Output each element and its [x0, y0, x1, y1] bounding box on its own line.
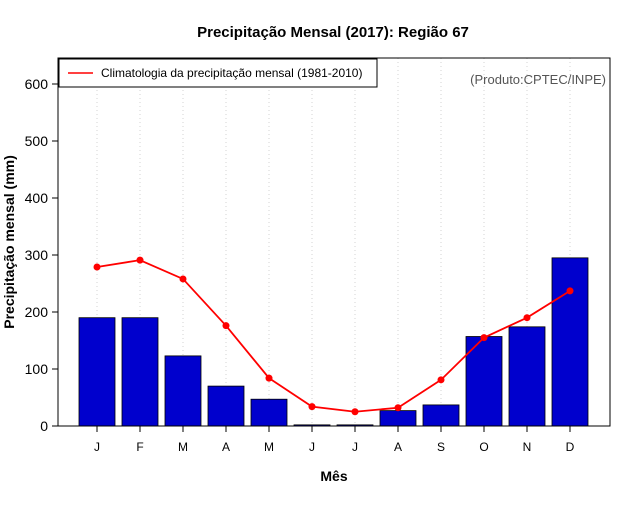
climatology-point-9	[480, 334, 488, 342]
y-tick-label: 400	[25, 190, 49, 206]
x-tick-label: A	[222, 440, 230, 454]
bar-10	[508, 326, 546, 427]
x-tick-label: J	[352, 440, 358, 454]
y-tick-label: 200	[25, 304, 49, 320]
x-tick-label: D	[566, 440, 575, 454]
climatology-line	[93, 256, 574, 416]
plot-frame	[57, 57, 611, 427]
climatology-point-1	[136, 256, 144, 264]
x-tick-label: N	[523, 440, 532, 454]
climatology-point-10	[523, 314, 531, 322]
y-tick-label: 100	[25, 361, 49, 377]
y-axis-label: Precipitação mensal (mm)	[1, 155, 17, 329]
climatology-point-6	[351, 408, 359, 416]
climatology-point-7	[394, 404, 402, 412]
legend-box	[58, 58, 378, 88]
y-tick-label: 0	[40, 418, 48, 434]
x-tick-label: F	[136, 440, 143, 454]
climatology-point-4	[265, 374, 273, 382]
credit-text: (Produto:CPTEC/INPE)	[470, 72, 606, 87]
axes: 0 100 200 300 400 500 600 J F M A M J J A S O N D	[25, 76, 575, 454]
chart-title: Precipitação Mensal (2017): Região 67	[197, 24, 469, 41]
y-tick-label: 600	[25, 76, 49, 92]
y-tick-label: 500	[25, 133, 49, 149]
climatology-point-2	[179, 275, 187, 283]
x-tick-label: M	[264, 440, 274, 454]
x-axis-label: Mês	[320, 468, 347, 484]
x-tick-label: J	[94, 440, 100, 454]
bar-8	[422, 404, 460, 427]
bar-2	[164, 355, 202, 427]
bar-1	[121, 317, 159, 427]
bar-7	[379, 410, 417, 427]
climatology-point-11	[566, 287, 574, 295]
legend: Climatologia da precipitação mensal (198…	[58, 58, 378, 88]
bar-3	[207, 385, 245, 427]
bars	[78, 257, 589, 427]
x-tick-label: O	[479, 440, 488, 454]
climatology-point-5	[308, 403, 316, 411]
x-tick-label: S	[437, 440, 445, 454]
x-tick-label: A	[394, 440, 402, 454]
bar-0	[78, 317, 116, 427]
bar-4	[250, 398, 288, 427]
x-tick-label: J	[309, 440, 315, 454]
climatology-polyline	[96, 259, 571, 413]
climatology-point-0	[93, 263, 101, 271]
climatology-point-3	[222, 322, 230, 330]
x-tick-label: M	[178, 440, 188, 454]
bar-11	[551, 257, 589, 427]
climatology-point-8	[437, 376, 445, 384]
y-tick-label: 300	[25, 247, 49, 263]
grid	[96, 58, 571, 426]
legend-label: Climatologia da precipitação mensal (198…	[101, 66, 362, 80]
